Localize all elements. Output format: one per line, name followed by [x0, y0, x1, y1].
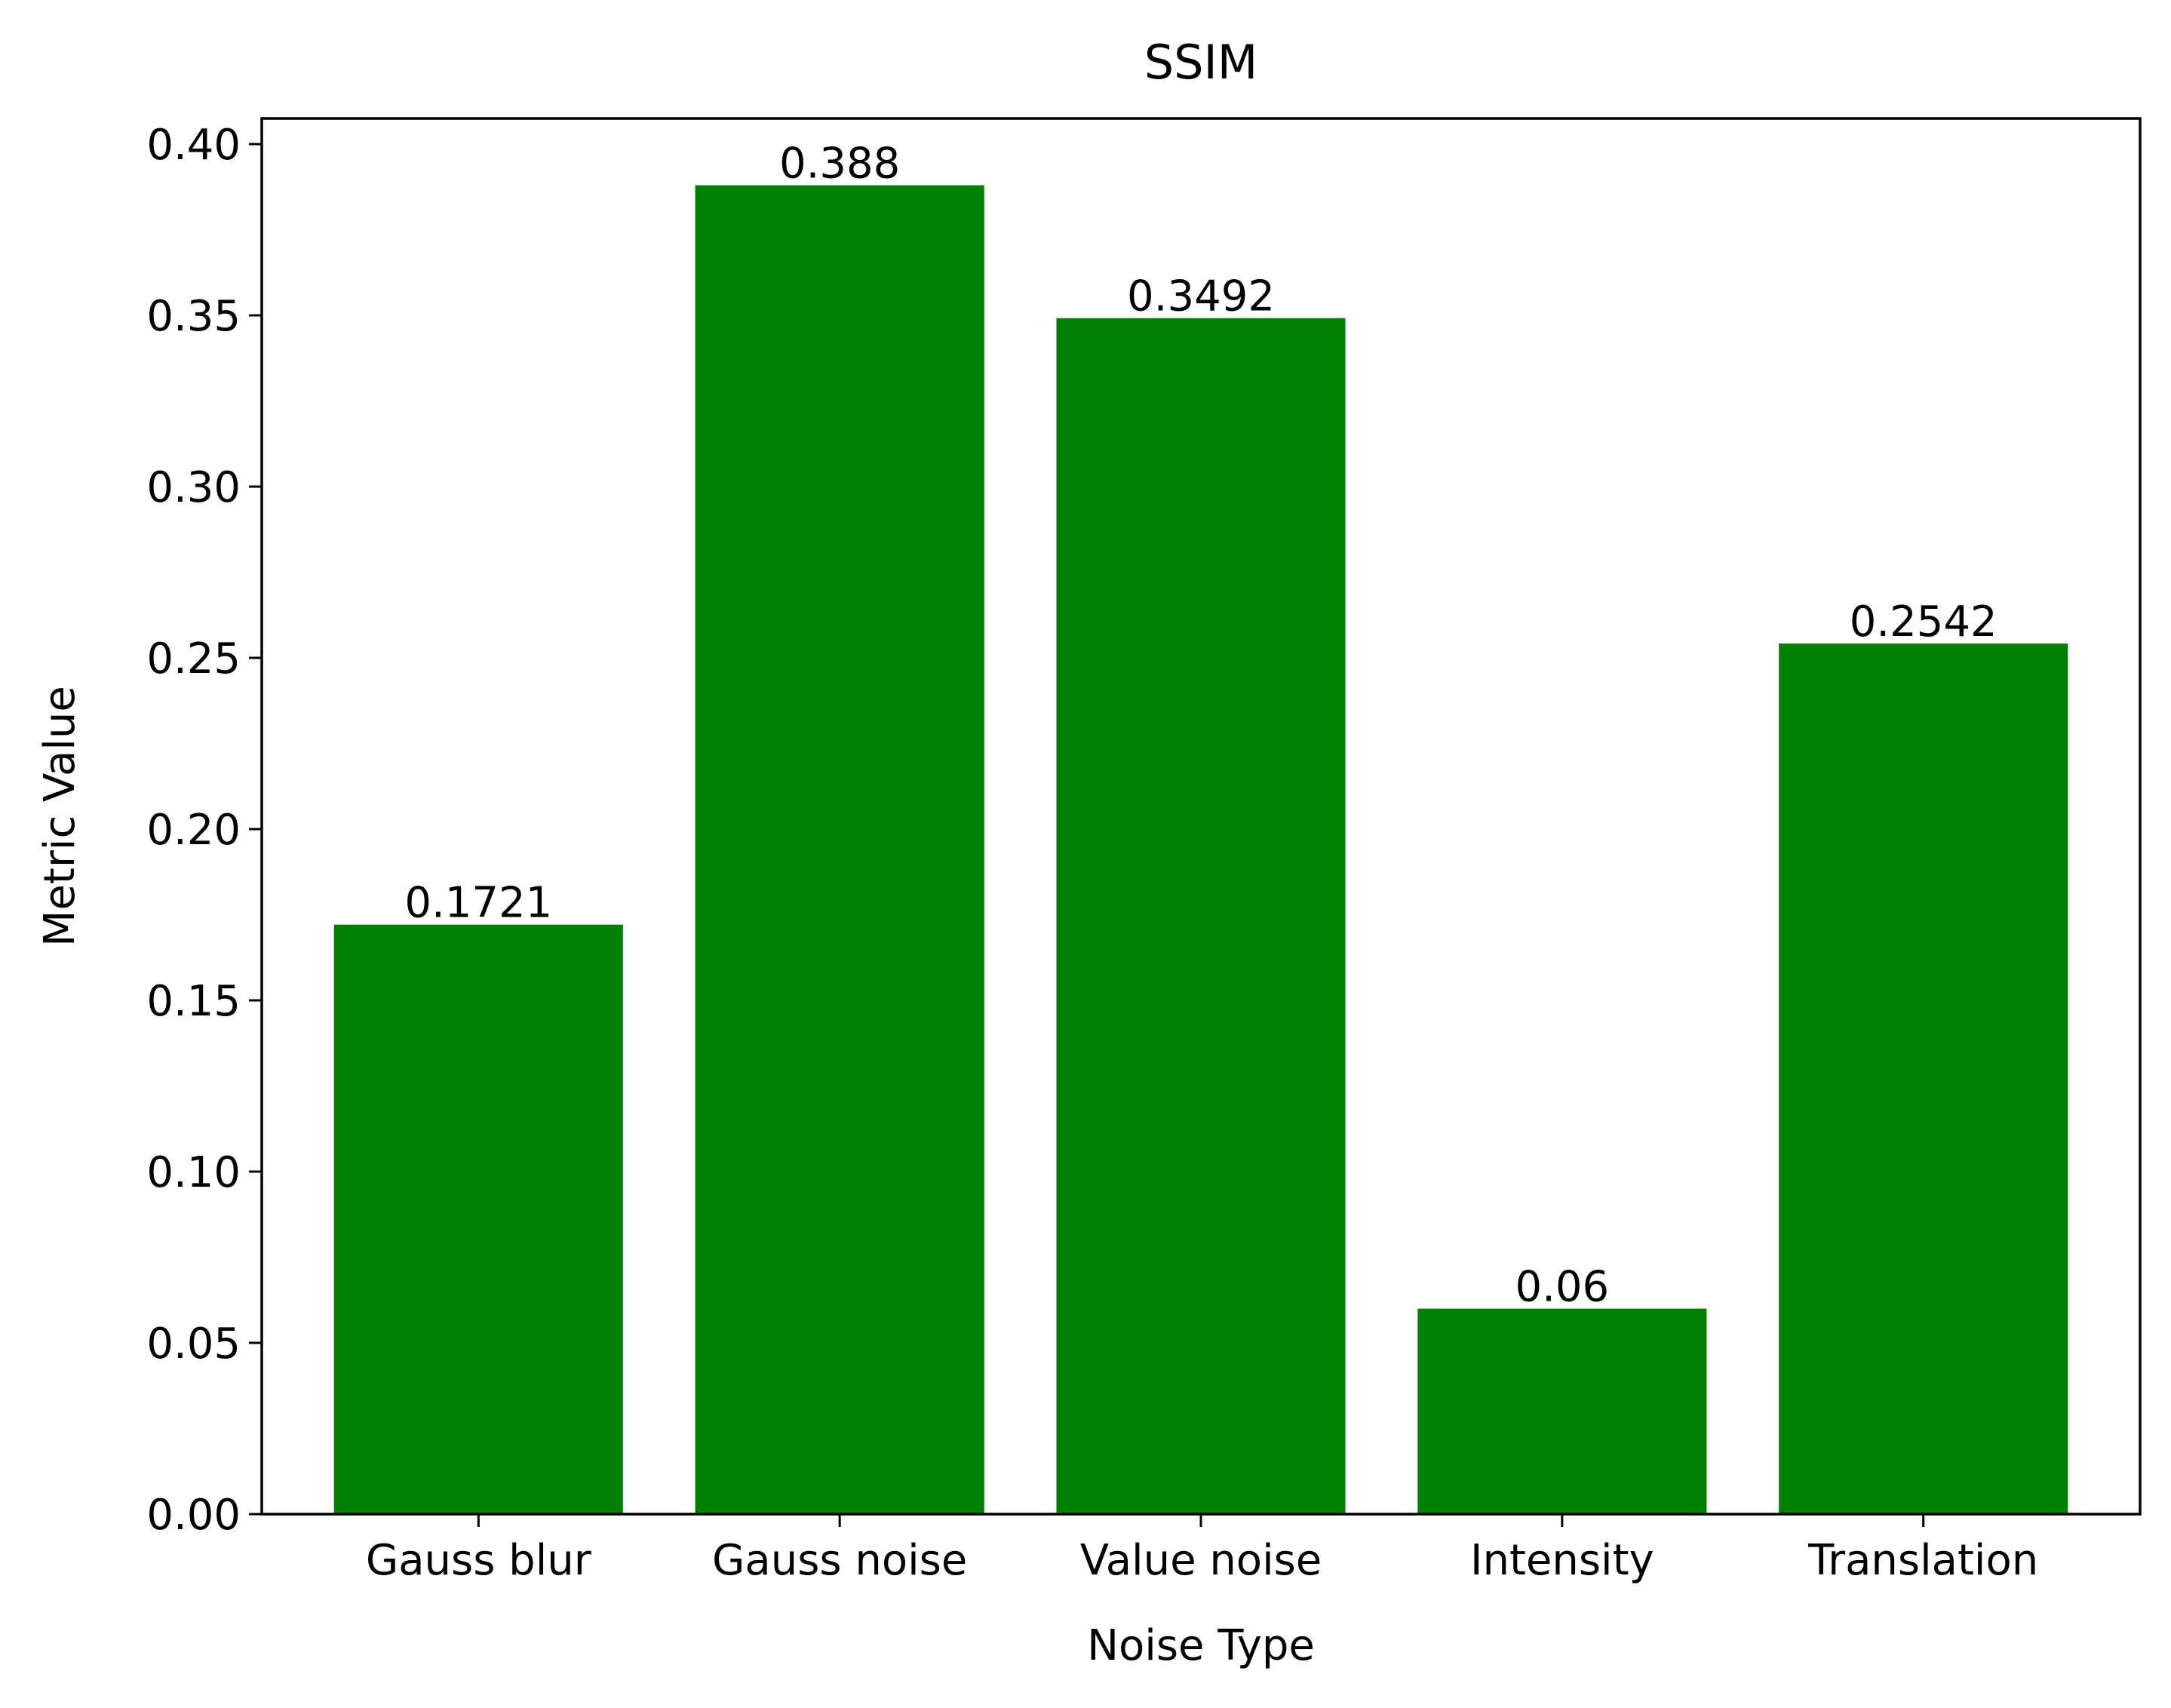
bar-value-noise — [1056, 318, 1346, 1515]
bar-value-label: 0.388 — [779, 140, 900, 189]
y-tick-label: 0.15 — [146, 977, 241, 1026]
x-tick-label: Gauss noise — [712, 1536, 967, 1585]
bar-value-label: 0.3492 — [1127, 272, 1275, 321]
bar-value-label: 0.1721 — [404, 879, 552, 928]
bar-gauss-noise — [695, 185, 984, 1515]
value-labels-group: 0.1721 0.388 0.3492 0.06 0.2542 — [404, 140, 1997, 1312]
x-axis: Gauss blur Gauss noise Value noise Intensit… — [366, 1514, 2038, 1585]
y-tick-label: 0.05 — [146, 1319, 241, 1369]
y-tick-label: 0.20 — [146, 806, 241, 855]
y-axis: 0.00 0.05 0.10 0.15 0.20 0.25 0.30 0.35 0.40 — [146, 121, 262, 1540]
bars-group — [333, 185, 2068, 1515]
bar-translation — [1779, 643, 2068, 1515]
y-tick-label: 0.00 — [146, 1491, 241, 1540]
x-tick-label: Intensity — [1470, 1536, 1654, 1585]
chart-title: SSIM — [1144, 35, 1258, 90]
y-axis-label: Metric Value — [35, 686, 84, 947]
y-tick-label: 0.35 — [146, 292, 241, 341]
x-axis-label: Noise Type — [1087, 1621, 1315, 1670]
bar-intensity — [1417, 1308, 1707, 1514]
y-tick-label: 0.25 — [146, 634, 241, 684]
x-tick-label: Translation — [1807, 1536, 2038, 1585]
x-tick-label: Value noise — [1080, 1536, 1322, 1585]
plot-frame — [260, 117, 2142, 1516]
y-tick-label: 0.10 — [146, 1148, 241, 1197]
y-tick-label: 0.30 — [146, 463, 241, 512]
x-tick-label: Gauss blur — [366, 1536, 592, 1585]
bar-value-label: 0.2542 — [1850, 597, 1998, 647]
bar-value-label: 0.06 — [1515, 1263, 1610, 1312]
y-tick-label: 0.40 — [146, 121, 241, 170]
bar-gauss-blur — [333, 924, 623, 1514]
